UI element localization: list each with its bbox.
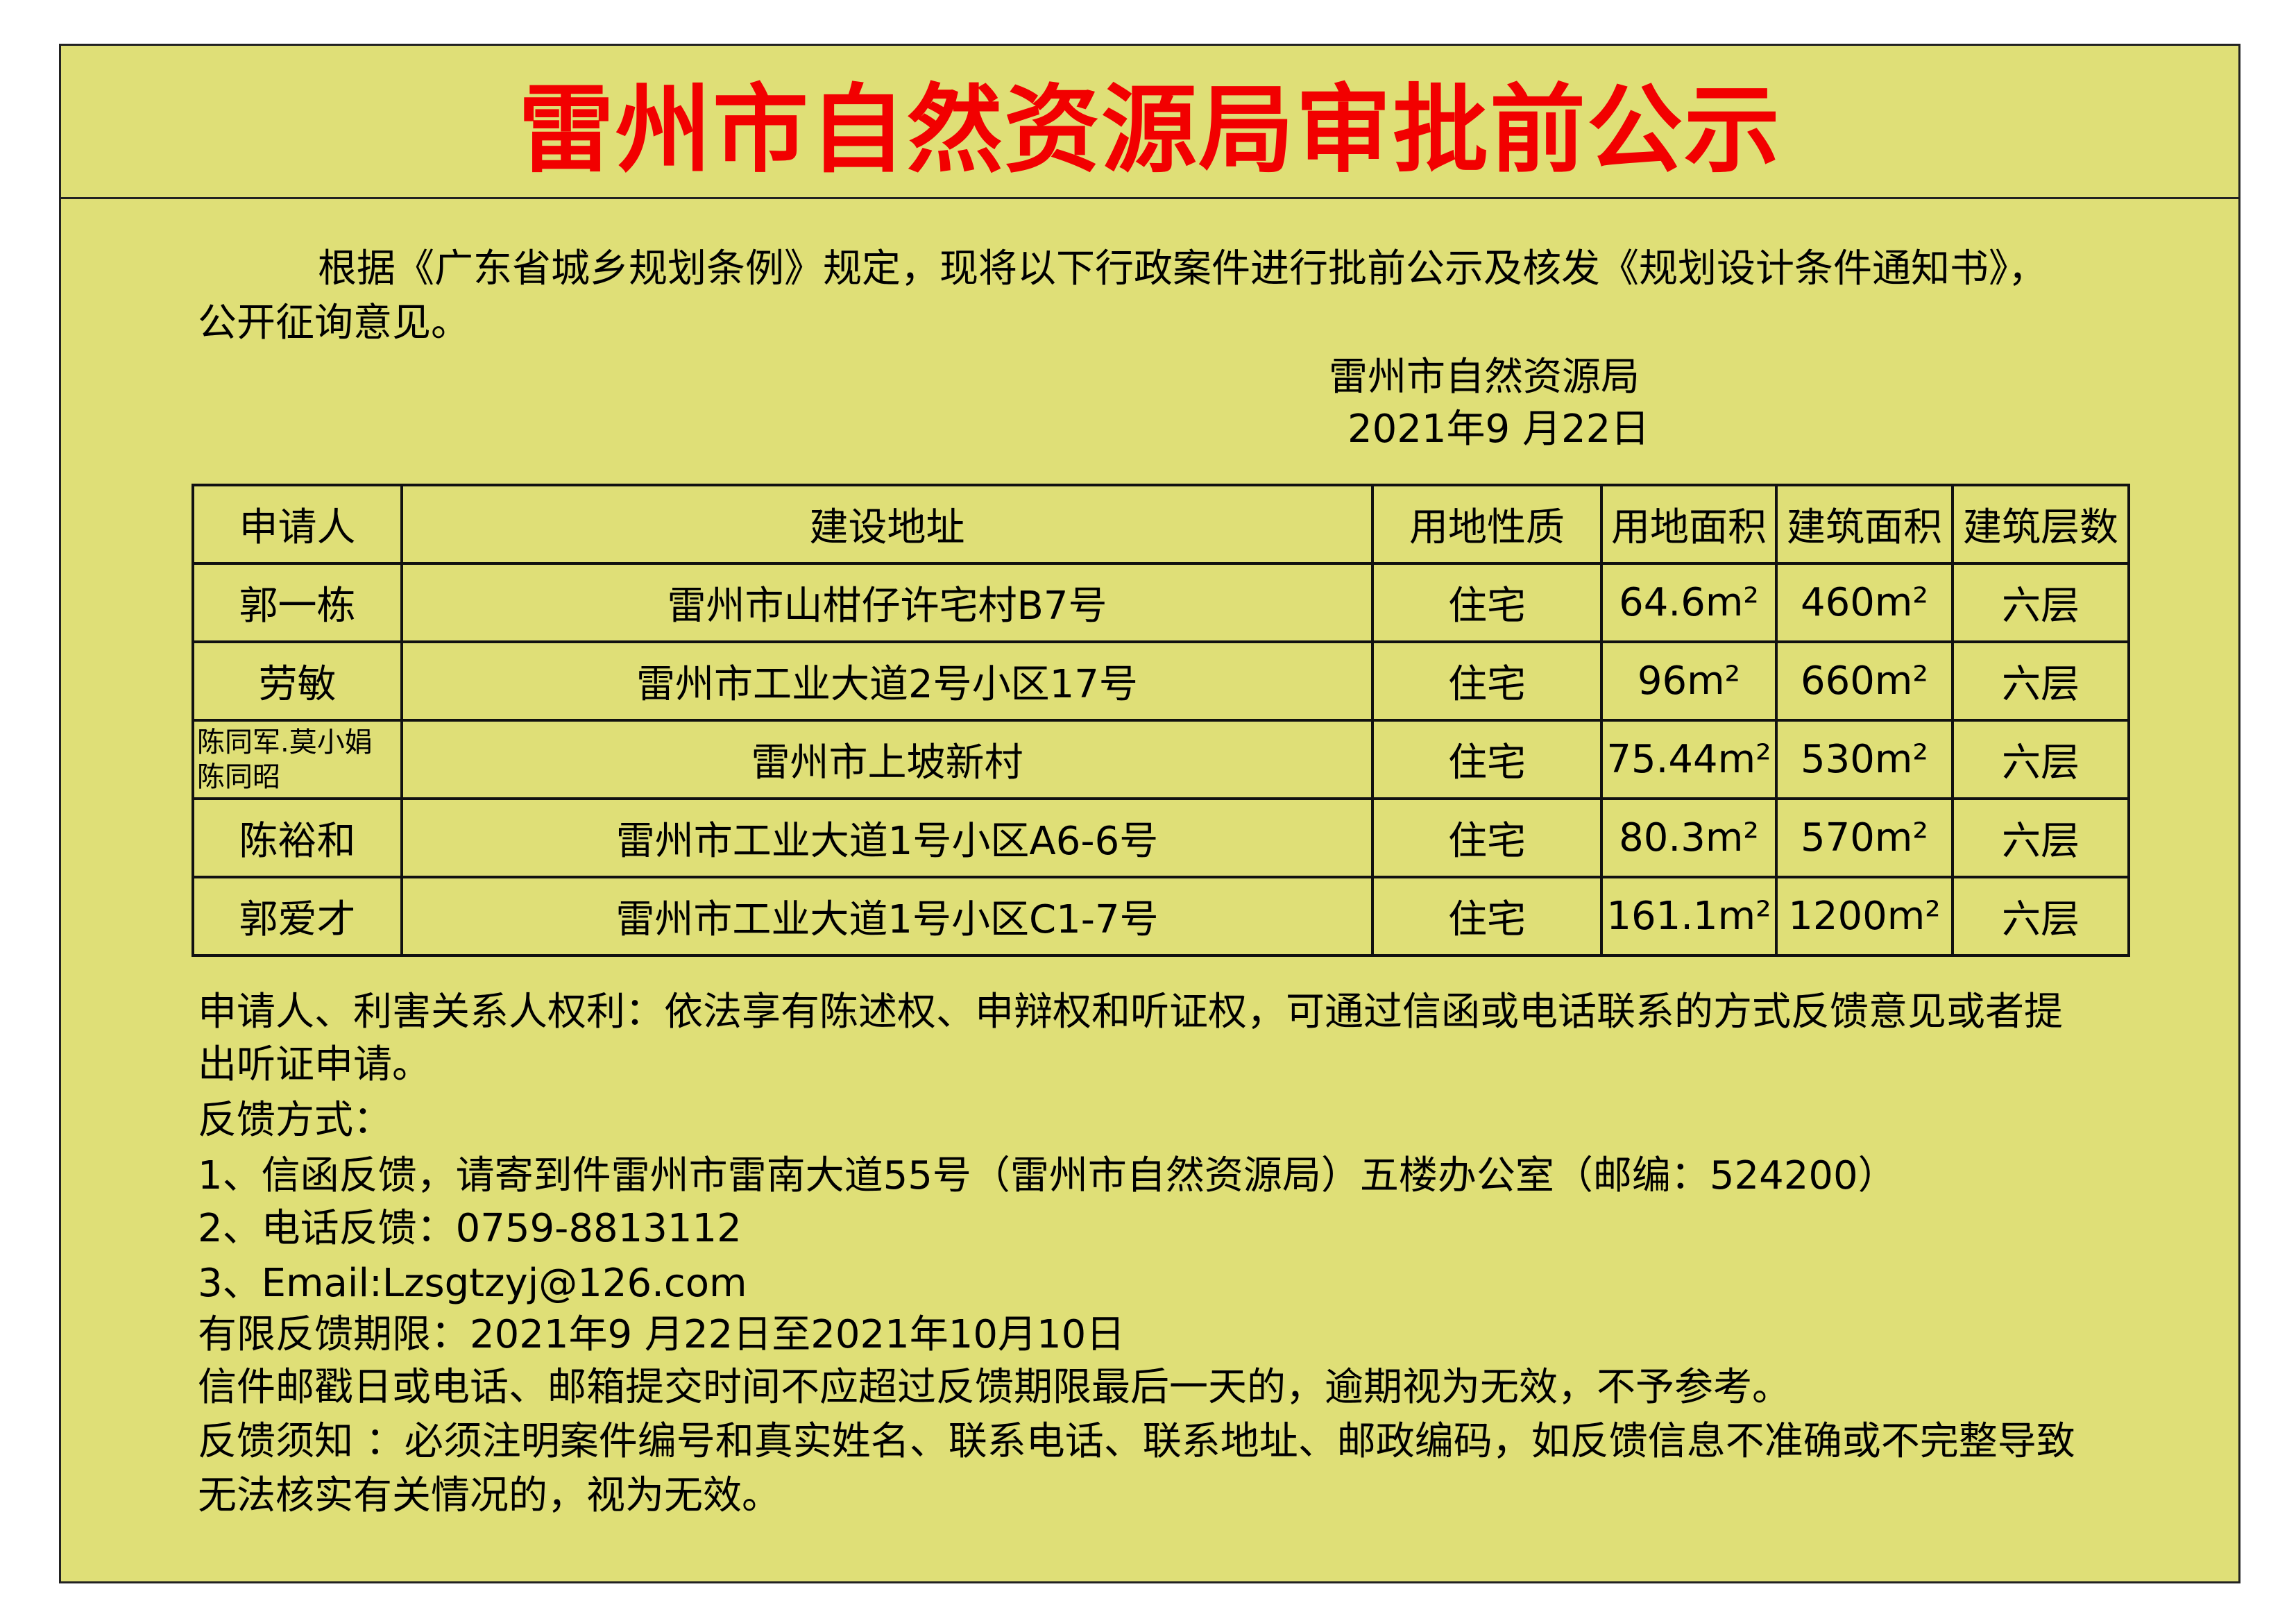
applicant-line-1: 陈同军.莫小娟 <box>197 726 373 758</box>
rights-text-cont: 出听证申请。 <box>198 1042 431 1087</box>
land-area: 75.44m² <box>1600 719 1778 800</box>
floors: 六层 <box>1951 640 2130 722</box>
land-use: 住宅 <box>1371 562 1603 643</box>
land-area: 161.1m² <box>1600 876 1778 957</box>
header-applicant: 申请人 <box>192 484 403 565</box>
table-row: 劳敏 雷州市工业大道2号小区17号 住宅 96m² 660m² 六层 <box>192 640 2130 722</box>
header-land-area: 用地面积 <box>1600 484 1778 565</box>
address: 雷州市山柑仔许宅村B7号 <box>400 562 1374 643</box>
floor-area: 570m² <box>1775 797 1954 878</box>
methods-title: 反馈方式： <box>198 1098 392 1143</box>
method-letter: 1、信函反馈，请寄到件雷州市雷南大道55号（雷州市自然资源局）五楼办公室（邮编：… <box>198 1153 1897 1198</box>
land-area: 64.6m² <box>1600 562 1778 643</box>
address: 雷州市上坡新村 <box>400 719 1374 800</box>
method-email: 3、Email:Lzsgtzyj@126.com <box>198 1261 747 1306</box>
notice-board: 雷州市自然资源局审批前公示 根据《广东省城乡规划条例》规定，现将以下行政案件进行… <box>59 44 2240 1583</box>
floor-area: 460m² <box>1775 562 1954 643</box>
header-address: 建设地址 <box>400 484 1374 565</box>
intro-text: 根据《广东省城乡规划条例》规定，现将以下行政案件进行批前公示及核发《规划设计条件… <box>318 246 2047 291</box>
requirement-text-cont: 无法核实有关情况的，视为无效。 <box>198 1473 781 1518</box>
land-use: 住宅 <box>1371 640 1603 722</box>
floors: 六层 <box>1951 797 2130 878</box>
land-use: 住宅 <box>1371 876 1603 957</box>
case-table: 申请人 建设地址 用地性质 用地面积 建筑面积 建筑层数 郭一栋 雷州市山柑仔许… <box>192 484 2130 957</box>
address: 雷州市工业大道1号小区C1-7号 <box>400 876 1374 957</box>
floors: 六层 <box>1951 562 2130 643</box>
page-title: 雷州市自然资源局审批前公示 <box>518 74 1781 186</box>
table-row: 陈同军.莫小娟 陈同昭 雷州市上坡新村 住宅 75.44m² 530m² 六层 <box>192 719 2130 800</box>
floors: 六层 <box>1951 876 2130 957</box>
rights-text: 申请人、利害关系人权利：依法享有陈述权、申辩权和听证权，可通过信函或电话联系的方… <box>198 989 2063 1035</box>
applicant: 郭一栋 <box>192 562 403 643</box>
table-row: 郭爱才 雷州市工业大道1号小区C1-7号 住宅 161.1m² 1200m² 六… <box>192 876 2130 957</box>
applicant: 陈同军.莫小娟 陈同昭 <box>192 719 403 800</box>
applicant: 劳敏 <box>192 640 403 722</box>
land-area: 80.3m² <box>1600 797 1778 878</box>
address: 雷州市工业大道1号小区A6-6号 <box>400 797 1374 878</box>
applicant: 陈裕和 <box>192 797 403 878</box>
land-use: 住宅 <box>1371 719 1603 800</box>
issue-date: 2021年9 月22日 <box>1347 407 1650 452</box>
feedback-period: 有限反馈期限：2021年9 月22日至2021年10月10日 <box>198 1312 1125 1357</box>
floors: 六层 <box>1951 719 2130 800</box>
address: 雷州市工业大道2号小区17号 <box>400 640 1374 722</box>
table-header-row: 申请人 建设地址 用地性质 用地面积 建筑面积 建筑层数 <box>192 484 2130 565</box>
method-phone: 2、电话反馈：0759-8813112 <box>198 1206 742 1251</box>
header-floor-area: 建筑面积 <box>1775 484 1954 565</box>
table-row: 陈裕和 雷州市工业大道1号小区A6-6号 住宅 80.3m² 570m² 六层 <box>192 797 2130 878</box>
header-floors: 建筑层数 <box>1951 484 2130 565</box>
floor-area: 530m² <box>1775 719 1954 800</box>
land-area: 96m² <box>1600 640 1778 722</box>
applicant-line-2: 陈同昭 <box>197 760 280 793</box>
intro-text-cont: 公开征询意见。 <box>198 300 470 346</box>
deadline-text: 信件邮戳日或电话、邮箱提交时间不应超过反馈期限最后一天的，逾期视为无效，不予参考… <box>198 1365 1791 1410</box>
table-row: 郭一栋 雷州市山柑仔许宅村B7号 住宅 64.6m² 460m² 六层 <box>192 562 2130 643</box>
requirement-text: 反馈须知 ：必须注明案件编号和真实姓名、联系电话、联系地址、邮政编码，如反馈信息… <box>198 1419 2075 1464</box>
floor-area: 660m² <box>1775 640 1954 722</box>
header-use: 用地性质 <box>1371 484 1603 565</box>
floor-area: 1200m² <box>1775 876 1954 957</box>
land-use: 住宅 <box>1371 797 1603 878</box>
issuer: 雷州市自然资源局 <box>1329 355 1640 400</box>
applicant: 郭爱才 <box>192 876 403 957</box>
title-bar: 雷州市自然资源局审批前公示 <box>61 46 2238 199</box>
